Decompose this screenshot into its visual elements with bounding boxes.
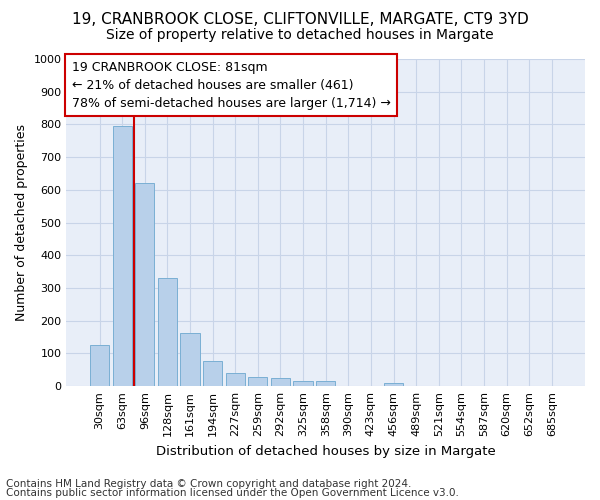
Bar <box>181 333 200 386</box>
Text: Contains HM Land Registry data © Crown copyright and database right 2024.: Contains HM Land Registry data © Crown c… <box>6 479 412 489</box>
X-axis label: Distribution of detached houses by size in Margate: Distribution of detached houses by size … <box>156 444 496 458</box>
Bar <box>158 278 177 386</box>
Bar <box>271 378 290 386</box>
Bar <box>293 382 313 386</box>
Bar <box>113 126 132 386</box>
Text: Contains public sector information licensed under the Open Government Licence v3: Contains public sector information licen… <box>6 488 459 498</box>
Bar <box>384 383 403 386</box>
Text: 19, CRANBROOK CLOSE, CLIFTONVILLE, MARGATE, CT9 3YD: 19, CRANBROOK CLOSE, CLIFTONVILLE, MARGA… <box>71 12 529 28</box>
Bar <box>90 346 109 386</box>
Bar <box>248 377 268 386</box>
Text: 19 CRANBROOK CLOSE: 81sqm
← 21% of detached houses are smaller (461)
78% of semi: 19 CRANBROOK CLOSE: 81sqm ← 21% of detac… <box>71 60 391 110</box>
Bar <box>203 360 222 386</box>
Y-axis label: Number of detached properties: Number of detached properties <box>15 124 28 321</box>
Bar <box>316 382 335 386</box>
Text: Size of property relative to detached houses in Margate: Size of property relative to detached ho… <box>106 28 494 42</box>
Bar <box>226 373 245 386</box>
Bar <box>135 184 154 386</box>
